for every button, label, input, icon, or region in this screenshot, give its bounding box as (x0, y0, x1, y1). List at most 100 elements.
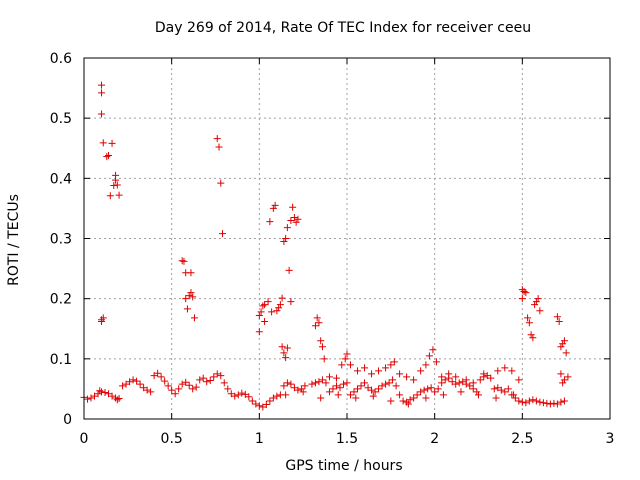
data-point (227, 390, 235, 398)
data-point (287, 216, 295, 224)
data-point (294, 215, 302, 223)
data-point (271, 201, 279, 209)
data-point (429, 346, 437, 354)
data-point (350, 388, 358, 396)
data-point (224, 385, 232, 393)
data-point (294, 386, 302, 394)
data-point (357, 382, 365, 390)
data-point (559, 340, 567, 348)
data-point (332, 382, 340, 390)
data-point (560, 397, 568, 405)
data-point (550, 399, 558, 407)
data-point (543, 399, 551, 407)
data-point (469, 385, 477, 393)
data-point (94, 390, 102, 398)
data-point (441, 376, 449, 384)
data-point (262, 401, 270, 409)
data-point (532, 397, 540, 405)
data-point (390, 358, 398, 366)
data-point (525, 397, 533, 405)
data-point (203, 378, 211, 386)
data-point (213, 135, 221, 143)
data-point (501, 388, 509, 396)
data-point (406, 396, 414, 404)
data-point (301, 382, 309, 390)
y-axis-title: ROTI / TECUs (6, 194, 22, 286)
data-point (268, 308, 276, 316)
x-tick-label: 2 (430, 431, 439, 447)
y-tick-label: 0.3 (50, 232, 72, 248)
data-point (140, 384, 148, 392)
data-point (352, 394, 360, 402)
data-point (338, 361, 346, 369)
data-point (420, 386, 428, 394)
data-point (546, 400, 554, 408)
data-point (154, 369, 162, 377)
data-point (105, 390, 113, 398)
data-point (413, 391, 421, 399)
data-point (234, 391, 242, 399)
data-point (238, 389, 246, 397)
data-point (434, 385, 442, 393)
data-point (375, 367, 383, 375)
data-point (147, 388, 155, 396)
data-point (473, 388, 481, 396)
data-point (290, 384, 298, 392)
data-point (396, 370, 404, 378)
data-point (539, 399, 547, 407)
data-point (524, 314, 532, 322)
y-tick-label: 0.5 (50, 111, 72, 127)
data-point (103, 153, 111, 161)
data-point (522, 399, 530, 407)
x-tick-label: 2.5 (511, 431, 533, 447)
data-point (315, 319, 323, 327)
data-point (531, 301, 539, 309)
data-point (424, 385, 432, 393)
data-point (562, 349, 570, 357)
data-point (113, 396, 121, 404)
data-point (439, 391, 447, 399)
x-axis-title: GPS time / hours (285, 458, 402, 474)
data-point (273, 307, 281, 315)
data-point (368, 370, 376, 378)
data-point (175, 385, 183, 393)
data-point (264, 298, 272, 306)
data-point (98, 81, 106, 89)
x-tick-label: 1.5 (336, 431, 358, 447)
data-point (108, 392, 116, 400)
data-point (560, 337, 568, 345)
axis-ticks (83, 57, 611, 420)
data-point (98, 388, 106, 396)
chart-title: Day 269 of 2014, Rate Of TEC Index for r… (155, 20, 531, 36)
data-point (432, 358, 440, 366)
data-point (555, 318, 563, 326)
data-point (143, 386, 151, 394)
data-point (311, 379, 319, 387)
data-point (385, 379, 393, 387)
data-point (504, 385, 512, 393)
data-point (525, 319, 533, 327)
data-point (469, 379, 477, 387)
data-point (196, 376, 204, 384)
data-point (199, 374, 207, 382)
data-point (164, 382, 172, 390)
data-point (368, 386, 376, 394)
data-point (392, 382, 400, 390)
data-point (320, 355, 328, 363)
data-point (241, 390, 249, 398)
data-point (297, 385, 305, 393)
data-point (292, 218, 300, 226)
data-point (438, 373, 446, 381)
data-point (559, 379, 567, 387)
data-point (487, 374, 495, 382)
data-point (332, 374, 340, 382)
data-point (480, 370, 488, 378)
data-point (259, 302, 267, 310)
data-points (80, 81, 572, 411)
data-point (280, 349, 288, 357)
data-point (492, 394, 500, 402)
data-point (422, 394, 430, 402)
data-point (282, 235, 290, 242)
data-point (269, 394, 277, 402)
